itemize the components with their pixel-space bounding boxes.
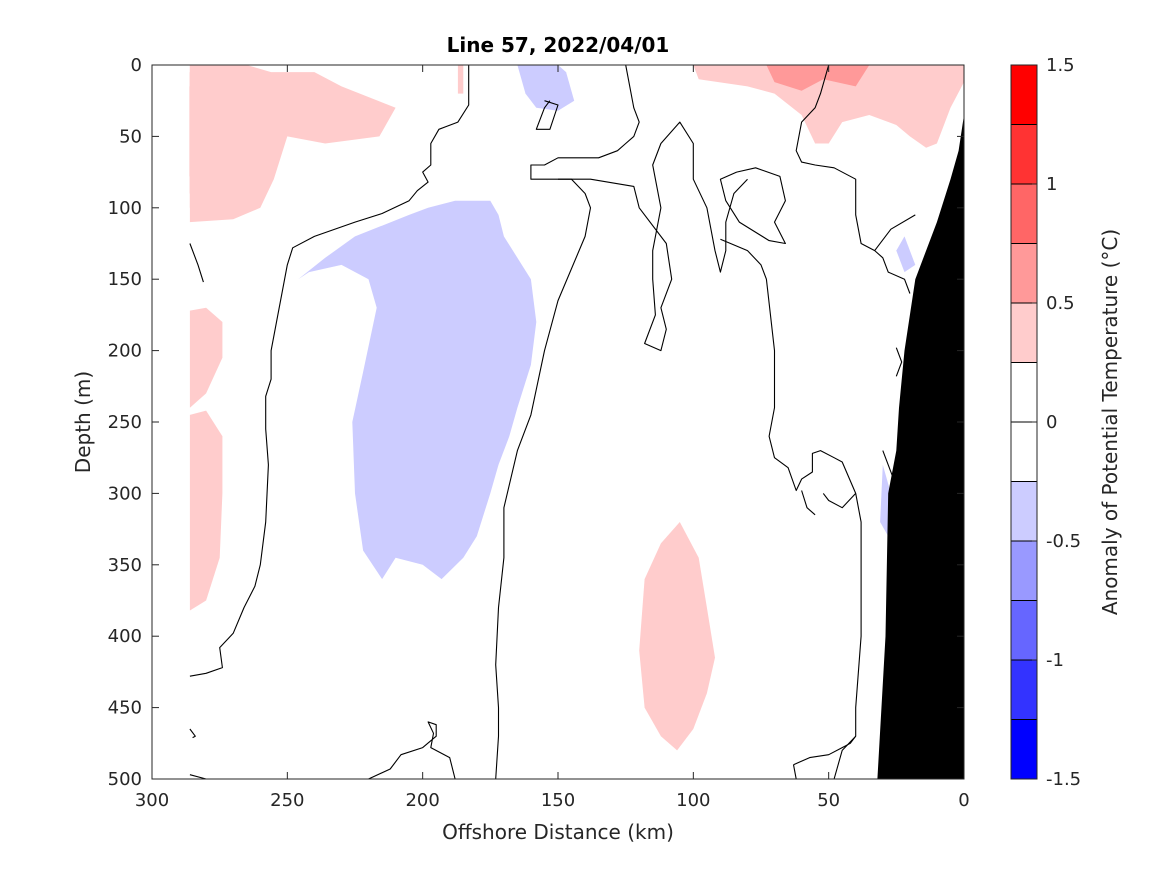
zero-contour-12 xyxy=(822,493,857,509)
colorbar-swatch-0 xyxy=(1011,65,1037,125)
zero-contour-0 xyxy=(189,243,204,283)
y-tick-label-1: 50 xyxy=(119,126,142,147)
anomaly-region-7 xyxy=(639,522,715,751)
anomaly-region-8 xyxy=(693,65,964,148)
x-tick-label-2: 200 xyxy=(405,790,439,811)
y-tick-label-4: 200 xyxy=(108,341,142,362)
y-tick-label-2: 100 xyxy=(108,198,142,219)
zero-contour-8 xyxy=(719,167,786,245)
anomaly-region-12 xyxy=(517,65,575,111)
y-tick-label-6: 300 xyxy=(108,483,142,504)
y-tick-label-3: 150 xyxy=(108,269,142,290)
x-tick-label-4: 100 xyxy=(676,790,710,811)
colorbar-swatch-8 xyxy=(1011,541,1037,601)
y-tick-label-8: 400 xyxy=(108,626,142,647)
colorbar-tick-label-6: -1.5 xyxy=(1046,769,1081,790)
zero-contour-5 xyxy=(495,64,640,780)
zero-contour-13 xyxy=(801,490,816,516)
colorbar-tick-label-1: 1 xyxy=(1046,174,1057,195)
colorbar-title: Anomaly of Potential Temperature (°C) xyxy=(1098,229,1122,615)
colorbar-swatch-2 xyxy=(1011,184,1037,244)
y-tick-label-9: 450 xyxy=(108,698,142,719)
zero-contour-7 xyxy=(535,100,559,130)
colorbar-swatch-5 xyxy=(1011,362,1037,422)
zero-contour-6 xyxy=(558,121,748,352)
colorbar-swatch-9 xyxy=(1011,600,1037,660)
y-tick-label-0: 0 xyxy=(131,55,142,76)
anomaly-region-14 xyxy=(896,236,916,273)
colorbar-swatch-7 xyxy=(1011,481,1037,541)
anomaly-region-4 xyxy=(189,65,396,223)
zero-contour-9 xyxy=(720,238,862,766)
zero-contour-10 xyxy=(792,764,797,780)
anomaly-region-5 xyxy=(189,307,223,408)
colorbar-swatch-6 xyxy=(1011,422,1037,482)
zero-contour-14 xyxy=(882,450,895,480)
x-tick-label-1: 250 xyxy=(270,790,304,811)
anomaly-region-11 xyxy=(457,65,464,94)
x-tick-label-5: 50 xyxy=(817,790,840,811)
zero-contour-1 xyxy=(189,65,470,677)
y-axis-title: Depth (m) xyxy=(71,371,95,473)
x-axis-title: Offshore Distance (km) xyxy=(442,820,674,844)
colorbar-swatch-11 xyxy=(1011,719,1037,779)
plot-background xyxy=(152,65,964,779)
colorbar-tick-label-3: 0 xyxy=(1046,412,1057,433)
x-tick-label-6: 0 xyxy=(958,790,969,811)
anomaly-region-6 xyxy=(189,410,223,611)
zero-contour-4 xyxy=(368,721,456,780)
colorbar-tick-label-2: 0.5 xyxy=(1046,293,1075,314)
colorbar-swatch-10 xyxy=(1011,660,1037,720)
colorbar-swatch-4 xyxy=(1011,303,1037,363)
zero-contour-15 xyxy=(795,64,911,294)
colorbar-tick-label-4: -0.5 xyxy=(1046,531,1081,552)
zero-contour-2 xyxy=(189,728,196,739)
zero-contour-11 xyxy=(833,735,857,780)
colorbar-swatch-1 xyxy=(1011,124,1037,184)
anomaly-region-13 xyxy=(298,200,537,580)
anomaly-region-10 xyxy=(314,86,326,94)
colorbar-tick-label-0: 1.5 xyxy=(1046,55,1075,76)
anomaly-region-9 xyxy=(766,65,870,91)
x-tick-label-3: 150 xyxy=(541,790,575,811)
zero-contour-3 xyxy=(189,774,207,780)
colorbar-swatch-3 xyxy=(1011,243,1037,303)
x-tick-label-0: 300 xyxy=(135,790,169,811)
land-mask xyxy=(877,115,964,779)
y-tick-label-5: 250 xyxy=(108,412,142,433)
chart-title: Line 57, 2022/04/01 xyxy=(447,33,670,57)
colorbar-tick-label-5: -1 xyxy=(1046,650,1064,671)
zero-contour-16 xyxy=(895,347,903,377)
zero-contour-17 xyxy=(874,214,916,251)
y-tick-label-7: 350 xyxy=(108,555,142,576)
y-tick-label-10: 500 xyxy=(108,769,142,790)
